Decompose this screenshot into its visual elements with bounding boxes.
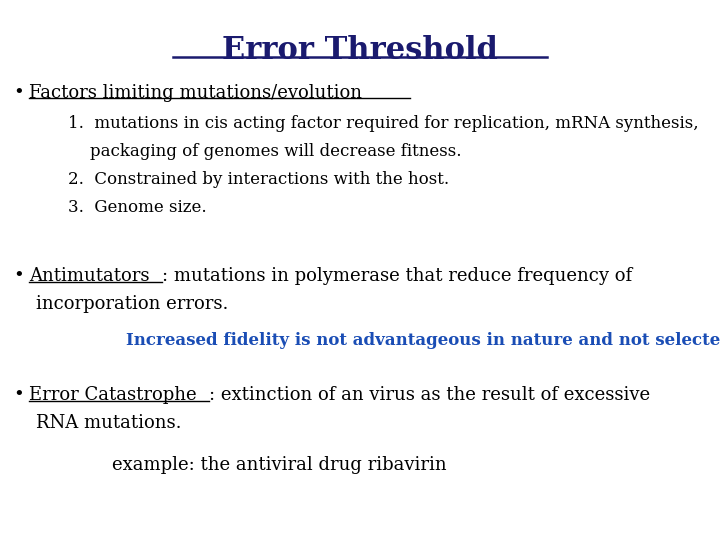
Text: RNA mutations.: RNA mutations. [36,414,181,432]
Text: •: • [13,84,24,102]
Text: 2.  Constrained by interactions with the host.: 2. Constrained by interactions with the … [68,171,449,188]
Text: Increased fidelity is not advantageous in nature and not selected.: Increased fidelity is not advantageous i… [126,332,720,349]
Text: 1.  mutations in cis acting factor required for replication, mRNA synthesis,: 1. mutations in cis acting factor requir… [68,115,699,132]
Text: incorporation errors.: incorporation errors. [36,295,228,313]
Text: Error Threshold: Error Threshold [222,35,498,66]
Text: : mutations in polymerase that reduce frequency of: : mutations in polymerase that reduce fr… [162,267,632,285]
Text: •: • [13,386,24,404]
Text: 3.  Genome size.: 3. Genome size. [68,199,207,216]
Text: packaging of genomes will decrease fitness.: packaging of genomes will decrease fitne… [90,143,462,160]
Text: : extinction of an virus as the result of excessive: : extinction of an virus as the result o… [209,386,650,404]
Text: example: the antiviral drug ribavirin: example: the antiviral drug ribavirin [112,456,446,474]
Text: Error Catastrophe: Error Catastrophe [29,386,197,404]
Text: Factors limiting mutations/evolution: Factors limiting mutations/evolution [29,84,362,102]
Text: Antimutators: Antimutators [29,267,149,285]
Text: •: • [13,267,24,285]
